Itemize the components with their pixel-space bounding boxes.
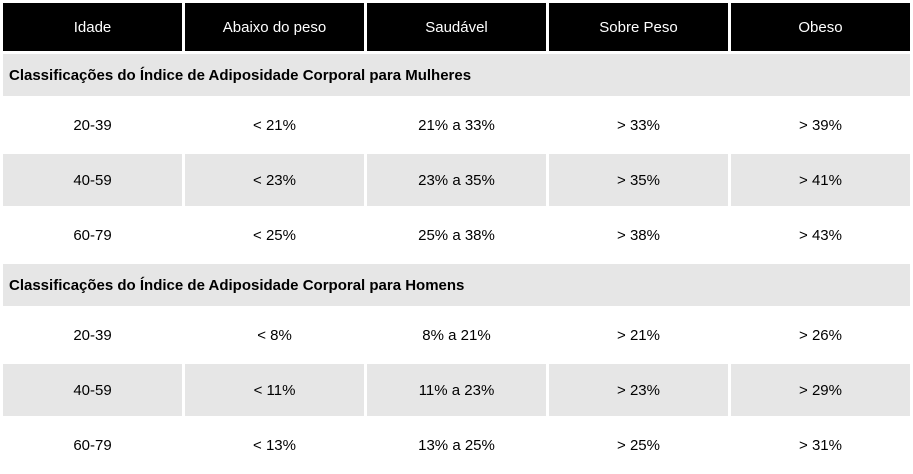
table-row: 40-59 < 23% 23% a 35% > 35% > 41% <box>3 154 910 206</box>
underweight-cell: < 11% <box>185 364 364 416</box>
column-header-saudavel: Saudável <box>367 3 546 51</box>
overweight-cell: > 25% <box>549 419 728 471</box>
column-header-sobre-peso: Sobre Peso <box>549 3 728 51</box>
column-header-abaixo-do-peso: Abaixo do peso <box>185 3 364 51</box>
overweight-cell: > 23% <box>549 364 728 416</box>
underweight-cell: < 8% <box>185 309 364 361</box>
header-row: Idade Abaixo do peso Saudável Sobre Peso… <box>3 3 910 51</box>
overweight-cell: > 21% <box>549 309 728 361</box>
section-row-homens: Classificações do Índice de Adiposidade … <box>3 264 910 306</box>
column-header-idade: Idade <box>3 3 182 51</box>
obese-cell: > 29% <box>731 364 910 416</box>
section-header-mulheres: Classificações do Índice de Adiposidade … <box>3 54 910 96</box>
age-cell: 20-39 <box>3 309 182 361</box>
obese-cell: > 43% <box>731 209 910 261</box>
underweight-cell: < 23% <box>185 154 364 206</box>
healthy-cell: 11% a 23% <box>367 364 546 416</box>
age-cell: 60-79 <box>3 419 182 471</box>
table-row: 20-39 < 8% 8% a 21% > 21% > 26% <box>3 309 910 361</box>
section-row-mulheres: Classificações do Índice de Adiposidade … <box>3 54 910 96</box>
healthy-cell: 25% a 38% <box>367 209 546 261</box>
table-row: 60-79 < 13% 13% a 25% > 25% > 31% <box>3 419 910 471</box>
obese-cell: > 41% <box>731 154 910 206</box>
healthy-cell: 23% a 35% <box>367 154 546 206</box>
underweight-cell: < 21% <box>185 99 364 151</box>
healthy-cell: 21% a 33% <box>367 99 546 151</box>
age-cell: 60-79 <box>3 209 182 261</box>
overweight-cell: > 33% <box>549 99 728 151</box>
overweight-cell: > 35% <box>549 154 728 206</box>
overweight-cell: > 38% <box>549 209 728 261</box>
obese-cell: > 39% <box>731 99 910 151</box>
underweight-cell: < 13% <box>185 419 364 471</box>
obese-cell: > 31% <box>731 419 910 471</box>
healthy-cell: 8% a 21% <box>367 309 546 361</box>
section-header-homens: Classificações do Índice de Adiposidade … <box>3 264 910 306</box>
age-cell: 40-59 <box>3 364 182 416</box>
underweight-cell: < 25% <box>185 209 364 261</box>
table-row: 20-39 < 21% 21% a 33% > 33% > 39% <box>3 99 910 151</box>
table-row: 60-79 < 25% 25% a 38% > 38% > 43% <box>3 209 910 261</box>
age-cell: 40-59 <box>3 154 182 206</box>
column-header-obeso: Obeso <box>731 3 910 51</box>
age-cell: 20-39 <box>3 99 182 151</box>
table-row: 40-59 < 11% 11% a 23% > 23% > 29% <box>3 364 910 416</box>
obese-cell: > 26% <box>731 309 910 361</box>
healthy-cell: 13% a 25% <box>367 419 546 471</box>
